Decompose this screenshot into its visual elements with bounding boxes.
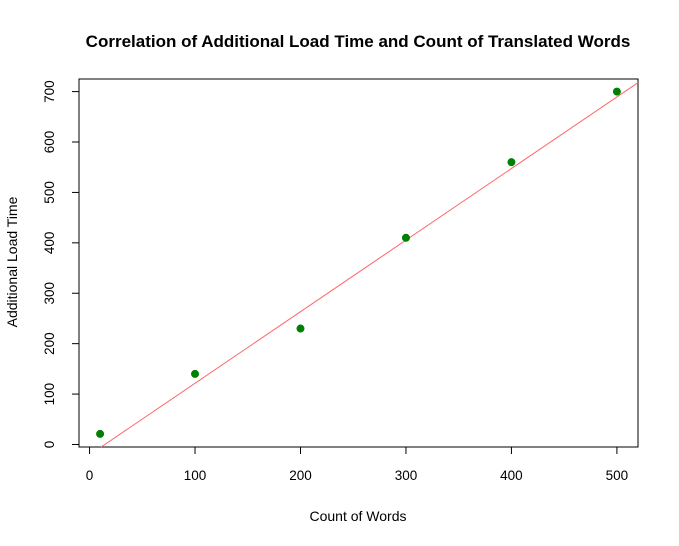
x-tick-label: 200 bbox=[289, 468, 312, 483]
y-tick-label: 400 bbox=[42, 232, 57, 255]
y-tick-label: 600 bbox=[42, 131, 57, 154]
data-point bbox=[507, 158, 516, 167]
chart-title: Correlation of Additional Load Time and … bbox=[86, 32, 631, 51]
y-tick-label: 200 bbox=[42, 332, 57, 355]
x-tick-label: 100 bbox=[184, 468, 207, 483]
plot-frame bbox=[78, 78, 639, 448]
data-point bbox=[612, 87, 621, 96]
data-point bbox=[401, 233, 410, 242]
y-tick-label: 100 bbox=[42, 383, 57, 406]
x-tick-label: 400 bbox=[500, 468, 523, 483]
y-axis: 0 100 200 300 400 500 600 700 bbox=[42, 80, 80, 449]
y-tick-label: 700 bbox=[42, 80, 57, 103]
x-axis-label: Count of Words bbox=[309, 508, 406, 524]
x-axis: 0 100 200 300 400 500 bbox=[86, 446, 629, 483]
points-group bbox=[96, 87, 621, 438]
y-tick-label: 500 bbox=[42, 181, 57, 204]
regression-line bbox=[100, 82, 639, 448]
data-point bbox=[191, 369, 200, 378]
x-tick-label: 500 bbox=[606, 468, 629, 483]
y-tick-label: 0 bbox=[42, 441, 57, 449]
y-axis-label: Additional Load Time bbox=[4, 196, 20, 327]
x-tick-label: 0 bbox=[86, 468, 94, 483]
x-tick-label: 300 bbox=[395, 468, 418, 483]
y-tick-label: 300 bbox=[42, 282, 57, 305]
fit-line-group bbox=[100, 82, 639, 448]
data-point bbox=[296, 324, 305, 333]
data-point bbox=[96, 429, 105, 438]
